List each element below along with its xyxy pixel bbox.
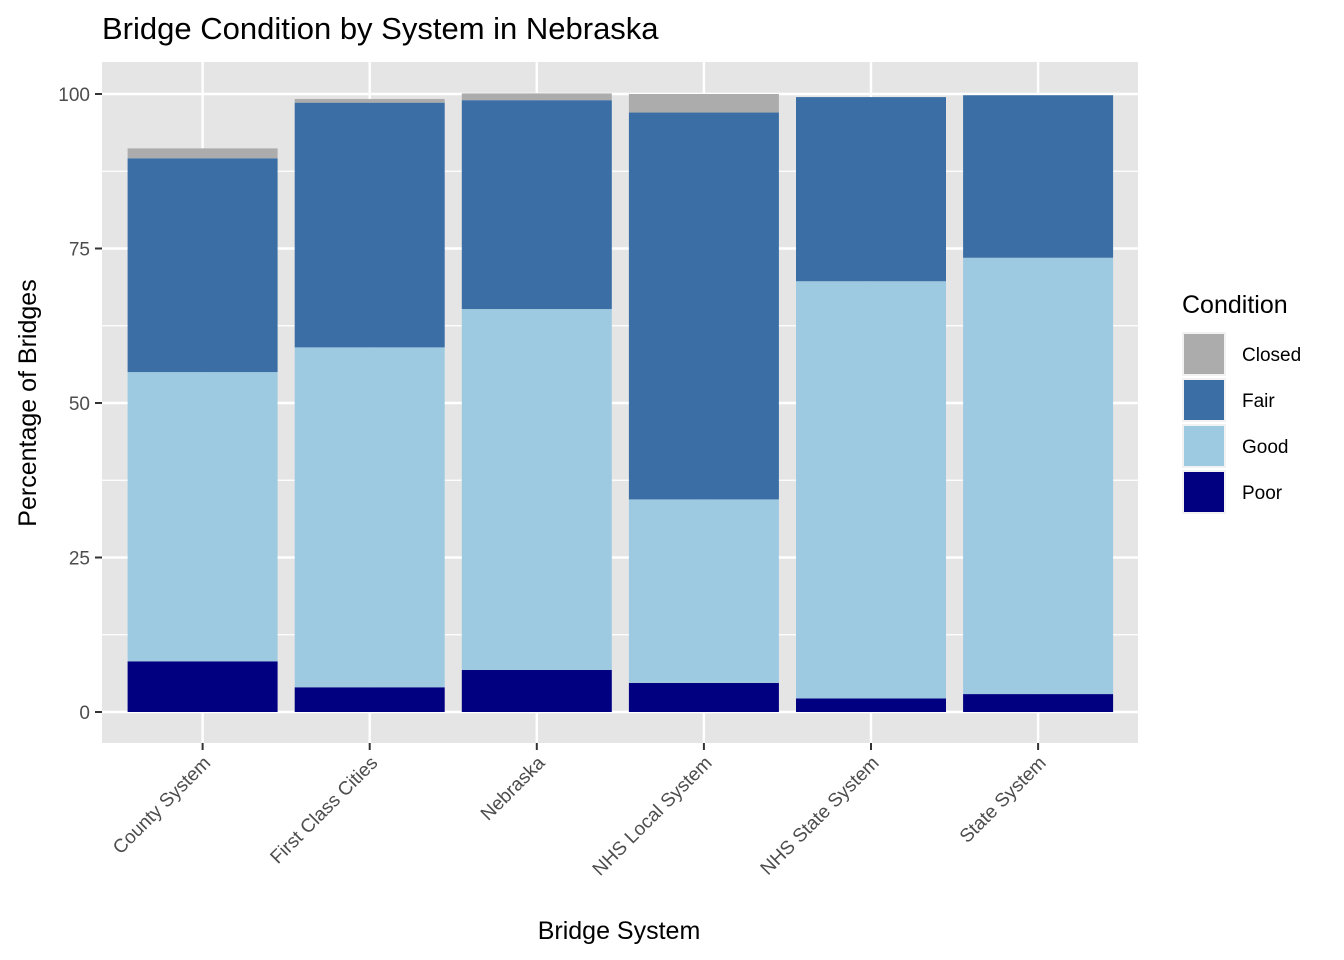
legend-label-poor: Poor [1242,483,1283,504]
bar-segment-closed [294,98,445,103]
legend: Condition Closed Fair Good Poor [1182,291,1301,514]
x-tick-label: First Class Cities [267,753,383,869]
bar-segment-poor [963,694,1114,712]
bar-segment-fair [796,97,946,282]
bar-segment-closed [461,93,612,101]
bar-segment-fair [461,100,612,310]
y-axis-title: Percentage of Bridges [14,279,42,526]
x-axis: County System First Class Cities Nebraska N… [109,743,1051,881]
y-tick-label: 0 [79,703,90,724]
bar-segment-good [963,257,1114,695]
legend-label-fair: Fair [1242,391,1275,412]
bar-segment-fair [127,158,278,373]
bar-segment-poor [461,669,612,712]
chart-title: Bridge Condition by System in Nebraska [102,11,659,46]
bar-segment-good [628,499,779,683]
y-tick-label: 75 [69,240,90,261]
bar-segment-good [461,309,612,670]
bar-segment-poor [127,661,278,712]
legend-title: Condition [1182,291,1288,319]
bar-segment-poor [796,698,946,712]
bar-segment-fair [628,112,779,500]
legend-swatch-good [1184,426,1224,466]
legend-swatch-closed [1184,334,1224,374]
x-tick-label: State System [956,753,1051,848]
legend-label-good: Good [1242,437,1288,458]
y-axis: 0 25 50 75 100 [58,85,102,724]
bar-segment-good [127,372,278,662]
y-tick-label: 25 [69,549,90,570]
y-tick-label: 100 [58,85,90,106]
bar-segment-closed [127,148,278,159]
bar-segment-fair [963,95,1114,258]
bar-segment-poor [628,682,779,712]
bars [127,93,1114,712]
legend-label-closed: Closed [1242,345,1301,366]
bar-segment-poor [294,687,445,712]
x-tick-label: NHS State System [757,753,884,880]
legend-swatch-fair [1184,380,1224,420]
x-tick-label: County System [109,753,215,859]
x-tick-label: Nebraska [477,752,550,825]
bar-segment-good [294,347,445,688]
bar-segment-closed [628,94,779,113]
bar-segment-fair [294,102,445,348]
y-tick-label: 50 [69,394,90,415]
x-tick-label: NHS Local System [589,753,717,881]
bar-segment-good [796,281,946,699]
legend-swatch-poor [1184,472,1224,512]
x-axis-title: Bridge System [538,917,701,945]
